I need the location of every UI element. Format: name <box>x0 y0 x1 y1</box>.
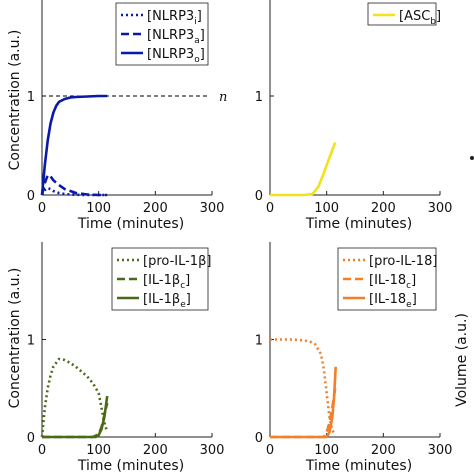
legend-subscript: o <box>194 55 200 65</box>
right-edge-marker <box>470 156 474 160</box>
x-axis-label: Time (minutes) <box>77 458 184 474</box>
y-axis-label: Concentration (a.u.) <box>7 268 23 409</box>
legend-name: [IL-18 <box>369 273 406 288</box>
x-tick-label: 100 <box>86 443 111 458</box>
x-axis-label: Time (minutes) <box>305 458 412 474</box>
legend-label: [NLRP3i] <box>147 9 202 27</box>
legend-name: [IL-18 <box>369 292 406 307</box>
legend-suffix: ] <box>197 9 202 24</box>
series-line <box>40 173 108 197</box>
x-axis-label: Time (minutes) <box>305 216 412 232</box>
legend-suffix: ] <box>200 28 205 43</box>
legend-suffix: ] <box>411 273 416 288</box>
legend-subscript: a <box>194 36 200 46</box>
panel-nlrp3: 0 100 200 300 0 1 Time (minutes) Concentration … <box>7 0 227 232</box>
x-tick-label: 0 <box>266 443 274 458</box>
y-tick-label: 1 <box>255 334 263 349</box>
series-line <box>40 357 109 438</box>
x-tick-label: 100 <box>86 201 111 216</box>
legend-suffix: ] <box>436 9 441 24</box>
legend-subscript: e <box>406 300 412 310</box>
series-line <box>270 338 337 436</box>
series-line <box>40 186 108 197</box>
legend-subscript: b <box>430 17 436 27</box>
x-tick-label: 200 <box>143 443 168 458</box>
x-tick-label: 0 <box>266 201 274 216</box>
legend-label: [NLRP3o] <box>147 47 205 65</box>
legend-name: [NLRP3 <box>147 9 194 24</box>
legend-label: [IL-18c] <box>369 273 416 291</box>
legend-name: [pro-IL-18] <box>369 254 437 269</box>
legend-suffix: ] <box>412 292 417 307</box>
series-line <box>270 366 337 439</box>
legend-name: [ASC <box>399 9 430 24</box>
y-tick-label: 0 <box>255 431 263 446</box>
series-line <box>270 142 337 197</box>
legend-box <box>115 2 209 66</box>
legend-label: [NLRP3a] <box>147 28 205 46</box>
legend-label: [pro-IL-18] <box>369 254 437 269</box>
x-tick-label: 0 <box>38 443 46 458</box>
series-line <box>42 402 109 439</box>
y-tick-label: 0 <box>27 431 35 446</box>
series-line <box>40 94 108 196</box>
x-tick-label: 300 <box>200 201 225 216</box>
panel-il1b: 0 100 200 300 0 1 Time (minutes) Concentration … <box>7 242 224 474</box>
legend-suffix: ] <box>186 292 191 307</box>
legend-name: [IL-1β <box>143 292 180 307</box>
x-tick-label: 300 <box>428 201 453 216</box>
legend-box <box>111 247 209 311</box>
legend-label: [IL-1βe] <box>143 292 191 310</box>
legend-name: [NLRP3 <box>147 47 194 62</box>
legend-subscript: c <box>180 281 185 291</box>
legend-subscript: c <box>406 281 411 291</box>
x-tick-label: 300 <box>428 443 453 458</box>
series-line <box>42 395 109 439</box>
legend-subscript: i <box>194 17 197 27</box>
y-tick-label: 0 <box>27 189 35 204</box>
x-tick-label: 200 <box>371 201 396 216</box>
x-tick-label: 100 <box>314 443 339 458</box>
x-tick-label: 200 <box>143 201 168 216</box>
threshold-label: n <box>219 90 227 105</box>
series-line <box>270 388 337 439</box>
x-tick-label: 200 <box>371 443 396 458</box>
panel-il18: 0 100 200 300 0 1 Time (minutes) [pro-IL-18] [IL… <box>255 242 453 474</box>
legend-label: [IL-18e] <box>369 292 417 310</box>
legend-name: [NLRP3 <box>147 28 194 43</box>
legend-subscript: e <box>180 300 186 310</box>
x-tick-label: 300 <box>200 443 225 458</box>
y-tick-label: 0 <box>255 189 263 204</box>
y-tick-label: 1 <box>27 90 35 105</box>
x-tick-label: 0 <box>38 201 46 216</box>
legend-suffix: ] <box>185 273 190 288</box>
legend-name: [IL-1β <box>143 273 180 288</box>
legend-box <box>337 247 437 311</box>
legend-label: [ASCb] <box>399 9 441 27</box>
legend-box <box>367 2 437 26</box>
panel-asc: 0 100 200 300 0 1 Time (minutes) [ASCb] <box>255 0 453 232</box>
legend-label: [pro-IL-1β] <box>143 254 211 269</box>
y-axis-label: Concentration (a.u.) <box>7 30 23 171</box>
legend-name: [pro-IL-1β] <box>143 254 211 269</box>
legend-label: [IL-1βc] <box>143 273 190 291</box>
right-axis-label: Volume (a.u.) <box>454 313 470 407</box>
y-tick-label: 1 <box>27 334 35 349</box>
x-axis-label: Time (minutes) <box>77 216 184 232</box>
x-tick-label: 100 <box>314 201 339 216</box>
legend-suffix: ] <box>200 47 205 62</box>
y-tick-label: 1 <box>255 90 263 105</box>
